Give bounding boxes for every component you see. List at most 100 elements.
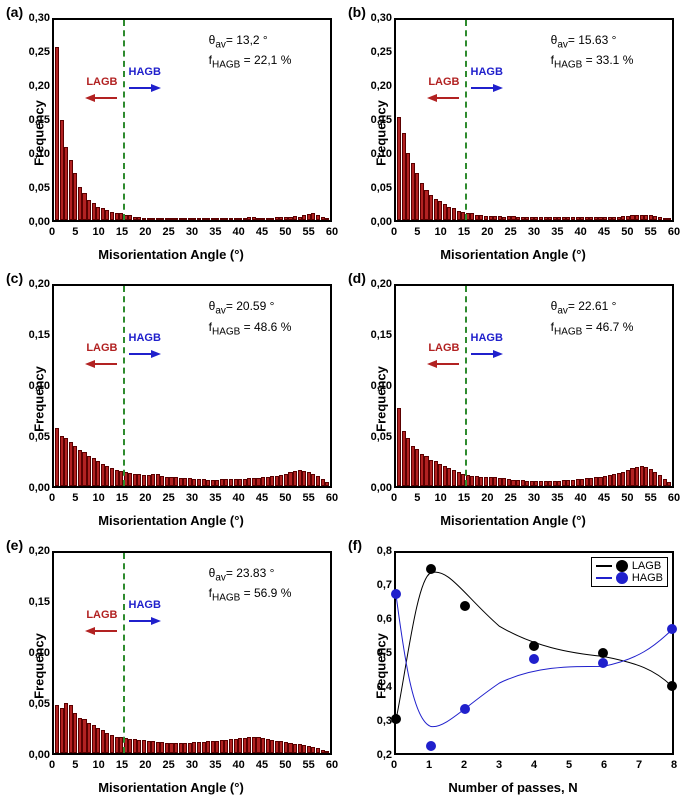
bar [179,218,183,220]
x-tick: 10 [93,492,105,504]
bar [151,741,155,753]
bar [653,216,657,220]
bar [649,215,653,220]
bar [234,739,238,753]
panel-label: (b) [348,4,366,20]
bar [215,741,219,753]
bar [571,217,575,220]
x-tick: 20 [139,492,151,504]
y-tick: 0,20 [371,80,392,92]
bar [101,464,105,486]
bar [530,481,534,486]
y-tick: 0,00 [29,216,50,228]
y-tick: 0,30 [371,12,392,24]
bar [498,216,502,220]
bar [87,456,91,486]
x-tick: 40 [233,226,245,238]
legend-line [596,577,612,579]
x-tick: 55 [303,759,315,771]
bar [557,217,561,220]
lagb-arrow-icon [427,360,437,368]
x-ticks: 051015202530354045505560 [394,492,674,508]
bar [429,195,433,220]
bar [165,743,169,753]
x-tick: 6 [601,759,607,771]
bar [202,742,206,753]
bar [169,743,173,753]
bar [78,450,82,486]
x-tick: 15 [458,492,470,504]
bar [284,742,288,753]
bar [78,718,82,753]
bar [443,466,447,486]
x-tick: 3 [496,759,502,771]
bar [115,737,119,753]
bar [234,218,238,220]
y-tick: 0,10 [29,148,50,160]
bar [238,218,242,220]
bar [420,454,424,486]
y-tick: 0,05 [29,182,50,194]
chart-area: LAGBHAGBθav= 15.63 °fHAGB = 33.1 % [394,18,674,222]
x-tick: 50 [621,226,633,238]
bar [60,708,64,753]
bar [585,217,589,220]
bar [307,472,311,486]
bar [243,218,247,220]
bar [511,480,515,486]
bar [256,737,260,753]
y-ticks: 0,000,050,100,150,200,250,30 [370,18,392,222]
bar [110,735,114,753]
panel-label: (a) [6,4,23,20]
x-axis-label: Misorientation Angle (°) [98,247,244,262]
bar [211,741,215,753]
bar [298,744,302,753]
bar [544,481,548,486]
x-tick: 35 [551,492,563,504]
lagb-point [529,641,539,651]
bar [649,469,653,486]
annotation-text: θav= 23.83 °fHAGB = 56.9 % [209,565,292,606]
divider-line [123,286,125,486]
bar [325,751,329,753]
x-tick: 10 [93,226,105,238]
hagb-label: HAGB [129,66,161,78]
bar [82,719,86,753]
bar [424,456,428,486]
bar [630,468,634,486]
bar [566,217,570,220]
bar [562,217,566,220]
x-tick: 40 [575,492,587,504]
bar [174,743,178,753]
bar [307,214,311,220]
hagb-arrow-icon [493,84,503,92]
lagb-arrow-icon [85,627,95,635]
bar [311,474,315,486]
x-tick: 55 [303,492,315,504]
x-tick: 15 [458,226,470,238]
bar [493,477,497,486]
y-tick: 0,25 [29,46,50,58]
bar [247,217,251,220]
bar [298,217,302,220]
x-tick: 10 [435,492,447,504]
lagb-arrow-icon [427,94,437,102]
bar [128,473,132,486]
bar [576,479,580,486]
x-axis-label: Number of passes, N [448,780,577,795]
bar [571,480,575,486]
x-tick: 45 [256,759,268,771]
y-tick: 0,20 [371,278,392,290]
y-tick: 0,3 [377,715,392,727]
lagb-arrow-line [95,97,117,99]
bar [640,215,644,220]
x-tick: 4 [531,759,537,771]
bar [525,481,529,486]
bar [188,743,192,753]
bar [73,173,77,220]
y-tick: 0,05 [29,431,50,443]
hagb-arrow-line [129,87,151,89]
x-tick: 2 [461,759,467,771]
bar [137,474,141,486]
bar [635,467,639,486]
